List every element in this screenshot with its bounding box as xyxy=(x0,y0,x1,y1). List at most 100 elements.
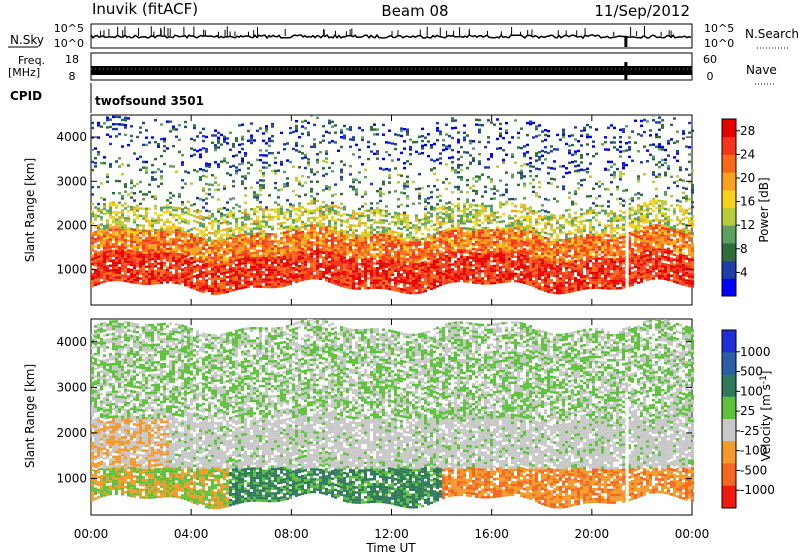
power-cell xyxy=(181,242,184,245)
power-cell xyxy=(583,280,586,283)
power-cell xyxy=(100,276,103,279)
power-cell xyxy=(595,245,598,249)
power-cell xyxy=(262,273,265,276)
power-cell xyxy=(529,242,532,246)
power-cell xyxy=(181,220,184,223)
power-cell xyxy=(160,226,163,229)
power-cell xyxy=(547,247,550,250)
power-cell xyxy=(292,271,295,275)
power-cell xyxy=(367,219,370,222)
power-cell xyxy=(280,284,283,288)
power-cell xyxy=(253,273,256,276)
power-cell xyxy=(400,234,403,238)
power-cell xyxy=(355,265,358,268)
power-cell xyxy=(94,225,97,229)
power-cell xyxy=(409,233,412,237)
power-cell xyxy=(556,258,559,261)
power-cell xyxy=(307,236,310,240)
power-cell xyxy=(97,255,100,259)
power-cell xyxy=(196,283,199,287)
power-cell xyxy=(367,272,370,275)
power-cell xyxy=(403,243,406,246)
power-cell xyxy=(430,263,433,266)
power-cell xyxy=(412,274,415,278)
power-cell xyxy=(595,259,598,263)
power-cell xyxy=(589,259,592,263)
power-cell xyxy=(262,237,265,241)
power-cell xyxy=(613,272,616,276)
power-cell xyxy=(298,207,301,210)
power-cell xyxy=(331,256,334,260)
power-cell xyxy=(340,207,343,210)
power-cell xyxy=(157,276,160,280)
power-cell xyxy=(283,243,286,247)
power-cell xyxy=(292,259,295,263)
power-cell xyxy=(523,259,526,263)
power-cell xyxy=(382,226,385,229)
power-cell xyxy=(607,279,610,283)
power-cell xyxy=(337,281,340,284)
power-cell xyxy=(463,239,466,242)
power-cell xyxy=(376,279,379,282)
power-cell xyxy=(271,225,274,228)
power-cell xyxy=(262,261,265,264)
power-cell xyxy=(121,223,124,227)
power-cell xyxy=(667,240,670,243)
power-cell xyxy=(310,252,313,256)
power-cell xyxy=(319,227,322,230)
power-cell xyxy=(322,225,325,228)
power-cell xyxy=(622,240,625,244)
power-cell xyxy=(376,259,379,263)
power-cell xyxy=(202,273,205,277)
power-cell xyxy=(148,282,151,285)
power-cell xyxy=(472,247,475,251)
power-cell xyxy=(151,222,154,225)
power-cell xyxy=(559,256,562,259)
power-cell xyxy=(364,267,367,271)
power-cell xyxy=(361,282,364,285)
power-cell xyxy=(265,208,268,211)
power-cell xyxy=(136,214,139,217)
power-cell xyxy=(118,223,121,226)
power-cell xyxy=(241,211,244,215)
power-cell xyxy=(643,238,646,242)
power-cell xyxy=(175,276,178,280)
power-cell xyxy=(493,267,496,270)
power-cell xyxy=(646,278,649,281)
power-cell xyxy=(175,243,178,246)
power-cell xyxy=(403,286,406,289)
power-cell xyxy=(652,260,655,263)
power-cell xyxy=(631,274,634,277)
power-cell xyxy=(487,272,490,275)
power-cell xyxy=(433,283,436,287)
power-cell xyxy=(118,254,121,258)
power-cell xyxy=(676,274,679,277)
power-cell xyxy=(508,248,511,252)
power-cell xyxy=(382,228,385,232)
power-cell xyxy=(655,246,658,249)
power-cell xyxy=(250,268,253,271)
power-cell xyxy=(349,267,352,270)
power-cell xyxy=(418,276,421,280)
power-cell xyxy=(403,221,406,224)
power-cell xyxy=(373,228,376,232)
power-cell xyxy=(544,262,547,266)
power-cell xyxy=(484,229,487,232)
power-cell xyxy=(145,210,148,213)
power-cell xyxy=(529,256,532,260)
power-cell xyxy=(109,204,112,207)
power-cell xyxy=(505,232,508,235)
power-cell xyxy=(223,284,226,287)
power-cell xyxy=(256,265,259,269)
power-cell xyxy=(520,251,523,255)
power-cell xyxy=(364,284,367,288)
power-cell xyxy=(481,243,484,247)
power-cell xyxy=(244,252,247,256)
power-cell xyxy=(277,278,280,281)
power-cell xyxy=(538,246,541,250)
power-cell xyxy=(544,287,547,290)
power-cell xyxy=(508,227,511,230)
power-cell xyxy=(301,251,304,255)
power-cell xyxy=(661,226,664,230)
power-cell xyxy=(421,288,424,291)
